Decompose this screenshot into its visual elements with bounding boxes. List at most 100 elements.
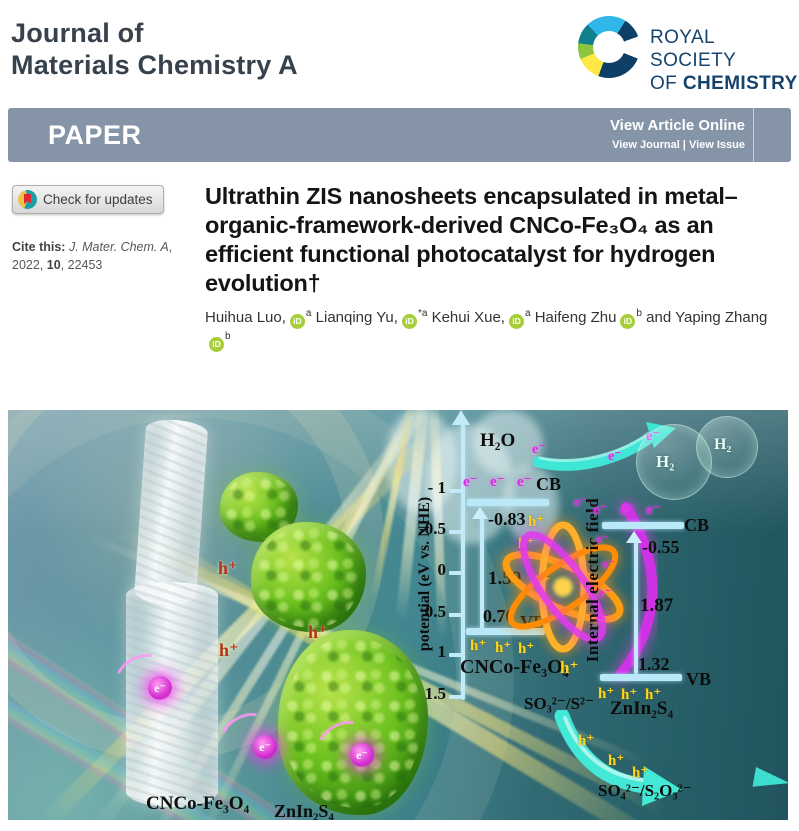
axis-tick [449, 530, 463, 534]
cb-label: CB [684, 515, 710, 535]
axis-tick [449, 653, 463, 657]
gap-arrow [480, 517, 484, 629]
author-affiliation: *a [417, 308, 428, 319]
electron-label: e⁻ [599, 585, 612, 600]
hole-label: h⁺ [645, 687, 662, 703]
author-byline: Huihua Luo, iDa Lianqing Yu, iD*a Kehui Xu… [205, 306, 770, 353]
hole-label: h⁺ [495, 640, 512, 656]
electron-label: e⁻ [646, 502, 661, 518]
potential-axis [461, 424, 465, 700]
zis-nanosheet-cluster [251, 522, 366, 632]
hole-label: h⁺ [219, 640, 239, 660]
author-affiliation: b [225, 331, 231, 343]
vb-value: 1.32 [638, 654, 670, 674]
hole-label: h⁺ [598, 686, 615, 702]
crossmark-icon [18, 190, 37, 209]
axis-arrowhead [452, 410, 470, 425]
author-affiliation: a [524, 308, 531, 319]
hole-label: h⁺ [470, 638, 487, 654]
orcid-icon[interactable]: iD [508, 314, 524, 329]
axis-tick-label: -0.5 [419, 519, 446, 538]
electron-label: e⁻ [602, 556, 615, 571]
rsc-logo-icon [578, 16, 640, 78]
vb-level-bar [600, 674, 682, 681]
hole-label: h⁺ [308, 622, 328, 642]
journal-title-line1: Journal of [11, 18, 144, 48]
orcid-icon[interactable]: iD [620, 314, 636, 329]
bottom-left-material-label: CNCo-Fe₃O₄ [146, 793, 250, 814]
atom-orbit-graphic [502, 502, 658, 680]
axis-tick-label: 1 [437, 642, 447, 661]
author-name: Kehui Xue, [431, 309, 505, 326]
journal-title: Journal of Materials Chemistry A [11, 18, 298, 81]
so3-couple-label: SO₃²⁻/S²⁻ [524, 694, 595, 713]
hole-label: h⁺ [528, 514, 545, 530]
vb-label: VB [686, 669, 712, 689]
electron-label: e⁻ [596, 531, 609, 546]
h2-label: H₂ [656, 452, 675, 471]
axis-tick [449, 613, 463, 617]
axis-tick [449, 695, 463, 699]
axis-tick-label: 1.5 [424, 684, 446, 703]
electron-label: e⁻ [532, 442, 546, 457]
cnco-pillar-structure [133, 418, 209, 607]
hole-label: h⁺ [608, 753, 625, 769]
hole-transfer-arrow [554, 710, 682, 806]
author-affiliation: b [636, 308, 642, 319]
rsc-society-name: ROYAL SOCIETY OF CHEMISTRY [650, 27, 799, 95]
electron-orb: e⁻ [148, 676, 172, 700]
electron-label: e⁻ [490, 474, 505, 490]
electron-label: e⁻ [517, 474, 532, 490]
cnco-pillar-structure [126, 582, 218, 807]
electron-orb: e⁻ [253, 735, 277, 759]
hole-label: h⁺ [578, 733, 595, 749]
author-name: Lianqing Yu, [315, 309, 398, 326]
electron-orb: e⁻ [350, 743, 374, 767]
rsc-society-line1: ROYAL SOCIETY [650, 27, 737, 71]
electron-label: e⁻ [463, 474, 478, 490]
electron-label: e⁻ [608, 449, 622, 464]
citation-info: Cite this: J. Mater. Chem. A, 2022, 10, … [12, 240, 173, 272]
graphical-abstract: h⁺ h⁺ h⁺ e⁻ e⁻ e⁻ H₂O e⁻ e⁻ e⁻ H₂ H₂ - 1… [8, 410, 788, 820]
banner-divider [753, 108, 754, 162]
hole-label: h⁺ [632, 765, 649, 781]
cb-value: -0.55 [642, 537, 680, 557]
electron-label: e⁻ [596, 610, 609, 625]
orcid-icon[interactable]: iD [401, 314, 417, 329]
view-journal-issue-links[interactable]: View Journal | View Issue [612, 139, 745, 151]
hole-label: h⁺ [560, 658, 579, 677]
author-name: Haifeng Zhu [534, 309, 617, 326]
left-material-label: CNCo-Fe₃O₄ [460, 656, 569, 678]
gap-arrowhead [472, 507, 488, 519]
cb-level-bar [602, 522, 684, 529]
gap-arrow [634, 541, 638, 674]
author-affiliation: a [305, 308, 312, 319]
axis-tick-label: 0 [437, 560, 447, 579]
view-article-online-link[interactable]: View Article Online [609, 117, 745, 134]
h2o-label: H₂O [480, 430, 516, 451]
journal-title-line2: Materials Chemistry A [11, 49, 298, 80]
axis-tick-label: 0.5 [424, 602, 446, 621]
article-title: Ultrathin ZIS nanosheets encapsulated in… [205, 183, 738, 296]
right-material-label: ZnIn₂S₄ [610, 698, 674, 719]
h2-label: H₂ [714, 436, 732, 453]
hole-label: h⁺ [518, 641, 535, 657]
axis-tick-label: - 1 [427, 478, 446, 497]
cb-label: CB [536, 474, 562, 494]
check-for-updates-button[interactable]: Check for updates [12, 185, 164, 214]
author-name: Huihua Luo, [205, 309, 286, 326]
paper-banner: PAPER View Article Online View Journal |… [8, 108, 791, 162]
vb-value: 0.76 [483, 606, 515, 626]
check-for-updates-label: Check for updates [43, 192, 153, 207]
bottom-right-material-label: ZnIn₂S₄ [274, 801, 334, 820]
orcid-icon[interactable]: iD [289, 314, 305, 329]
electron-label: e⁻ [620, 502, 635, 518]
electron-label: e⁻ [593, 502, 608, 518]
cloud-texture [473, 410, 543, 476]
gap-arrowhead [626, 531, 642, 543]
vb-level-bar [466, 628, 545, 635]
edge-arrow-tip [752, 767, 788, 793]
cb-level-bar [467, 499, 549, 506]
orcid-icon[interactable]: iD [209, 337, 224, 353]
